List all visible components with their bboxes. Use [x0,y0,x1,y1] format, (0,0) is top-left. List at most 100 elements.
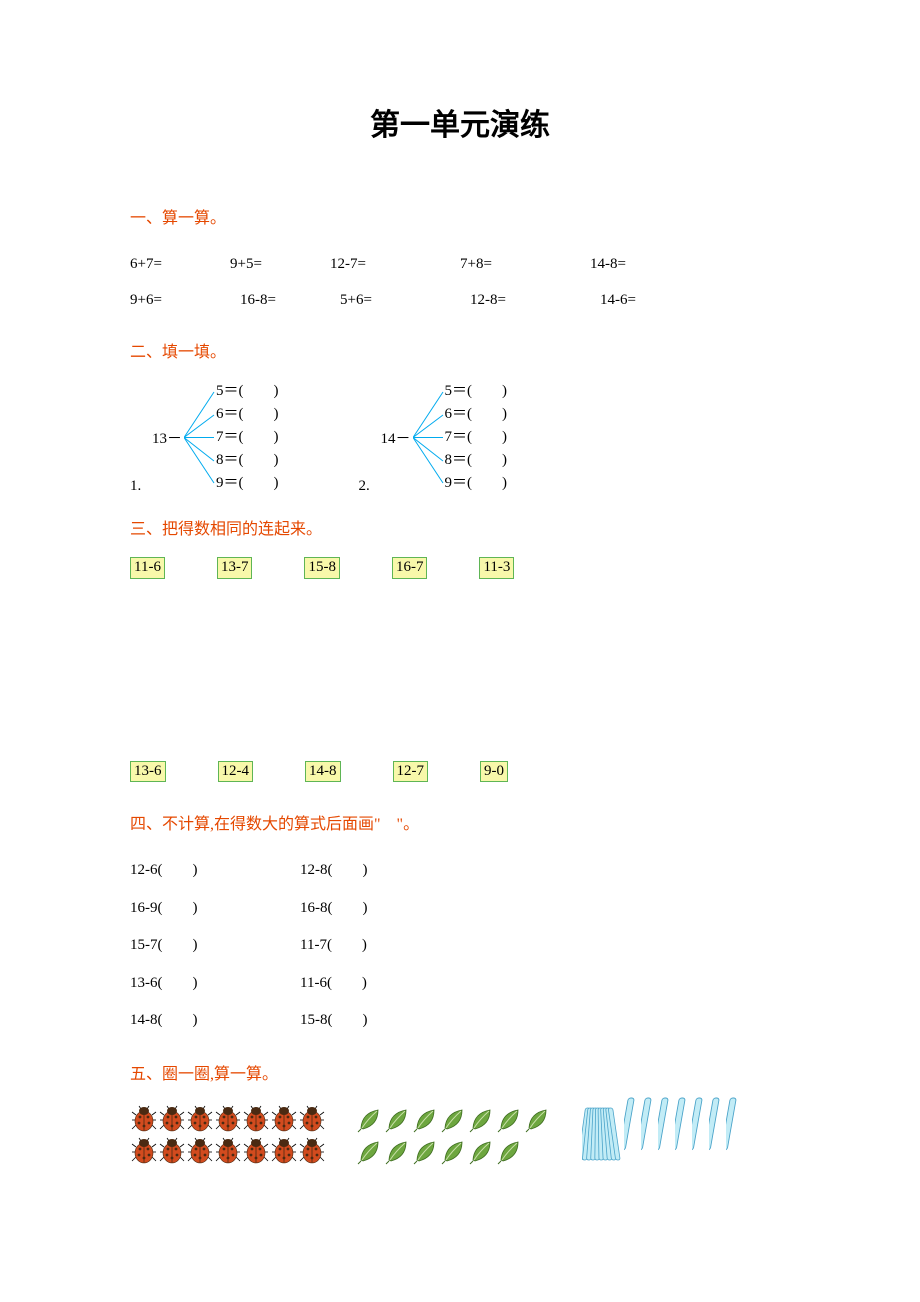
fan-item: 5＝( ) [216,380,279,403]
leaf-icon [496,1104,524,1134]
leaf-icon [496,1136,524,1166]
fan-item: 7＝( ) [445,426,508,449]
fill-block-1: 1. 13－ 5＝( ) 6＝( ) 7＝( ) 8＝( [130,380,279,495]
fan-item: 9＝( ) [445,472,508,495]
leaf-icon [468,1104,496,1134]
ladybug-icon [242,1104,270,1134]
section1-heading: 一、算一算。 [130,204,790,228]
ladybug-icon [186,1104,214,1134]
bug-grid [130,1104,326,1166]
compare-item: 16-8( ) [300,890,470,928]
page-title: 第一单元演练 [130,100,790,144]
leaf-icon [468,1136,496,1166]
match-gap [130,585,790,755]
compare-row: 14-8( ) 15-8( ) [130,1002,790,1040]
compare-item: 13-6( ) [130,965,300,1003]
fan-root: 14－ [381,427,411,448]
calc-item: 12-7= [330,246,460,282]
match-chip: 11-6 [130,557,165,579]
calc-row-2: 9+6= 16-8= 5+6= 12-8= 14-6= [130,282,790,318]
fan-root: 13－ [152,427,182,448]
leaf-icon [440,1136,468,1166]
calc-item: 14-8= [590,246,680,282]
fan-item: 6＝( ) [216,403,279,426]
leaf-grid [356,1104,552,1166]
leaf-icon [412,1136,440,1166]
match-chip: 15-8 [304,557,340,579]
leaf-icon [440,1104,468,1134]
match-chip: 9-0 [480,761,508,783]
match-chip: 14-8 [305,761,341,783]
leaf-icon [384,1104,412,1134]
match-chip: 16-7 [392,557,428,579]
fan-item: 9＝( ) [216,472,279,495]
stick-icon [709,1094,723,1159]
stick-icon [675,1094,689,1159]
calc-row-1: 6+7= 9+5= 12-7= 7+8= 14-8= [130,246,790,282]
fill-index: 1. [130,478,152,495]
fill-index: 2. [359,478,381,495]
compare-row: 12-6( ) 12-8( ) [130,852,790,890]
match-chip: 12-7 [393,761,429,783]
fan-item: 8＝( ) [216,449,279,472]
compare-row: 16-9( ) 16-8( ) [130,890,790,928]
compare-item: 11-7( ) [300,927,470,965]
compare-item: 15-7( ) [130,927,300,965]
match-chip: 13-7 [217,557,253,579]
match-row-bottom: 13-6 12-4 14-8 12-7 9-0 [130,761,790,783]
fan-item: 6＝( ) [445,403,508,426]
fan-item: 5＝( ) [445,380,508,403]
ladybug-icon [242,1136,270,1166]
calc-item: 9+6= [130,282,240,318]
stick-icon [692,1094,706,1159]
compare-item: 14-8( ) [130,1002,300,1040]
ladybug-icon [270,1104,298,1134]
stick-icon [658,1094,672,1159]
stick-icon [624,1094,638,1159]
stick-icon [641,1094,655,1159]
leaf-icon [412,1104,440,1134]
count-graphics [130,1104,790,1166]
section5-heading: 五、圈一圈,算一算。 [130,1060,790,1084]
sticks [582,1104,740,1159]
compare-item: 12-6( ) [130,852,300,890]
compare-item: 15-8( ) [300,1002,470,1040]
compare-item: 11-6( ) [300,965,470,1003]
stick-bundle-icon [582,1104,622,1159]
compare-row: 13-6( ) 11-6( ) [130,965,790,1003]
calc-item: 5+6= [340,282,470,318]
fan-item: 7＝( ) [216,426,279,449]
fill-container: 1. 13－ 5＝( ) 6＝( ) 7＝( ) 8＝( [130,380,790,495]
calc-item: 12-8= [470,282,600,318]
ladybug-icon [214,1136,242,1166]
calc-item: 9+5= [230,246,330,282]
ladybug-icon [158,1104,186,1134]
calc-item: 16-8= [240,282,340,318]
leaf-icon [356,1104,384,1134]
match-chip: 13-6 [130,761,166,783]
leaf-icon [384,1136,412,1166]
section2-heading: 二、填一填。 [130,338,790,362]
match-chip: 12-4 [218,761,254,783]
match-row-top: 11-6 13-7 15-8 16-7 11-3 [130,557,790,579]
calc-item: 7+8= [460,246,590,282]
ladybug-icon [186,1136,214,1166]
match-chip: 11-3 [479,557,514,579]
calc-item: 14-6= [600,282,690,318]
leaf-icon [356,1136,384,1166]
ladybug-icon [298,1104,326,1134]
stick-icon [726,1094,740,1159]
ladybug-icon [214,1104,242,1134]
fan-item: 8＝( ) [445,449,508,472]
ladybug-icon [270,1136,298,1166]
calc-item: 6+7= [130,246,230,282]
compare-item: 16-9( ) [130,890,300,928]
ladybug-icon [130,1104,158,1134]
fan-bracket-icon [184,380,216,495]
ladybug-icon [298,1136,326,1166]
compare-item: 12-8( ) [300,852,470,890]
fill-block-2: 2. 14－ 5＝( ) 6＝( ) 7＝( ) 8＝( [359,380,508,495]
section3-heading: 三、把得数相同的连起来。 [130,515,790,539]
ladybug-icon [130,1136,158,1166]
compare-row: 15-7( ) 11-7( ) [130,927,790,965]
